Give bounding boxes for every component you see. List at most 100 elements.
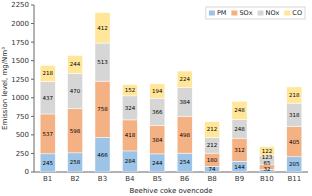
bar-segment [177,116,192,153]
bar-segment [95,137,110,172]
x-axis: B1B2B3B4B5B6B8B9B10B11 [43,175,301,183]
data-label: 384 [179,99,190,105]
y-tick-label: 1750 [11,39,29,47]
y-tick-label: 0 [25,168,29,176]
bar-segment [95,12,110,43]
bar-segment [287,103,302,127]
data-label: 470 [70,88,81,94]
bar-segment [68,74,83,109]
data-label: 248 [234,107,245,113]
data-label: 324 [125,105,136,111]
data-label: 248 [234,126,245,132]
data-label: 194 [152,88,163,94]
bar-segment [68,108,83,152]
data-label: 254 [179,159,190,165]
data-label: 498 [179,132,190,138]
data-label: 152 [125,87,136,93]
bar-segment [232,161,247,172]
data-label: 205 [289,161,300,167]
legend-label: PM [217,9,227,17]
bar-segment [122,151,137,172]
bar-segment [122,85,137,96]
legend-swatch [258,11,264,16]
bar-segment [40,82,55,114]
data-label: 212 [207,142,218,148]
x-tick-label: B3 [98,175,107,183]
bar-segment [205,137,220,153]
legend-label: CO [292,9,302,17]
data-label: 384 [152,137,163,143]
y-tick-label: 2000 [11,20,29,28]
x-tick-label: B11 [287,175,301,183]
data-label: 144 [234,164,245,170]
legend-label: SOx [239,9,252,17]
x-tick-label: B9 [235,175,244,183]
data-label: 598 [70,128,81,134]
x-tick-label: B4 [125,175,135,183]
legend: PM SOx NOx CO [206,7,305,19]
data-label: 312 [234,147,245,153]
bar-segment [40,65,55,81]
bar-segment [122,120,137,151]
legend-swatch [209,11,215,16]
bar-segment [232,120,247,138]
y-tick-label: 250 [16,150,29,158]
legend-frame [206,7,305,19]
legend-label: NOx [266,9,280,17]
bar-segment [232,101,247,119]
x-tick-label: B6 [180,175,190,183]
data-label: 366 [152,109,163,115]
data-label: 318 [289,112,300,118]
data-label: 218 [289,92,300,98]
data-labels: 2455374372182585984702444667585134122844… [42,25,300,172]
bar-segment [95,81,110,137]
x-tick-label: B8 [207,175,216,183]
bar-segment [40,114,55,154]
data-label: 537 [42,131,53,137]
bar-segment [150,154,165,172]
data-label: 466 [97,152,108,158]
y-axis-line [34,5,35,172]
y-axis-label: Emission level, mg/Nm³ [1,47,9,130]
data-label: 245 [42,160,53,166]
x-tick-label: B2 [70,175,79,183]
y-tick-label: 1500 [11,57,29,65]
data-label: 758 [97,106,108,112]
bar-segment [232,138,247,161]
bar-segment [95,43,110,81]
bar-segment [287,87,302,103]
bar-segment [150,125,165,154]
bar-segment [150,84,165,98]
data-label: 122 [262,148,273,154]
data-label: 32 [263,166,270,172]
data-label: 123 [262,154,273,160]
data-label: 258 [70,159,81,165]
data-label: 405 [289,139,300,145]
data-label: 418 [125,132,136,138]
legend-swatch [284,11,290,16]
bar-segment [150,98,165,125]
data-label: 74 [209,166,216,172]
bars [40,12,302,172]
bar-segment [68,153,83,172]
y-tick-label: 1000 [11,94,29,102]
data-label: 244 [152,160,163,166]
legend-swatch [231,11,237,16]
data-label: 412 [97,25,108,31]
data-label: 437 [42,95,53,101]
y-tick-label: 500 [16,131,29,139]
data-label: 218 [42,70,53,76]
bar-segment [287,127,302,157]
bar-segment [177,88,192,117]
y-tick-label: 1250 [11,76,29,84]
y-axis: 0250500750100012501500175020002250 [11,1,308,176]
bar-segment [68,55,83,73]
y-tick-label: 2250 [11,1,29,9]
bar-segment [205,167,220,172]
bar-segment [122,96,137,120]
bar-segment [177,71,192,88]
data-label: 244 [70,61,81,67]
data-label: 224 [179,76,190,82]
x-axis-label: Beehive coke ovencode [130,187,213,195]
x-tick-label: B10 [260,175,274,183]
